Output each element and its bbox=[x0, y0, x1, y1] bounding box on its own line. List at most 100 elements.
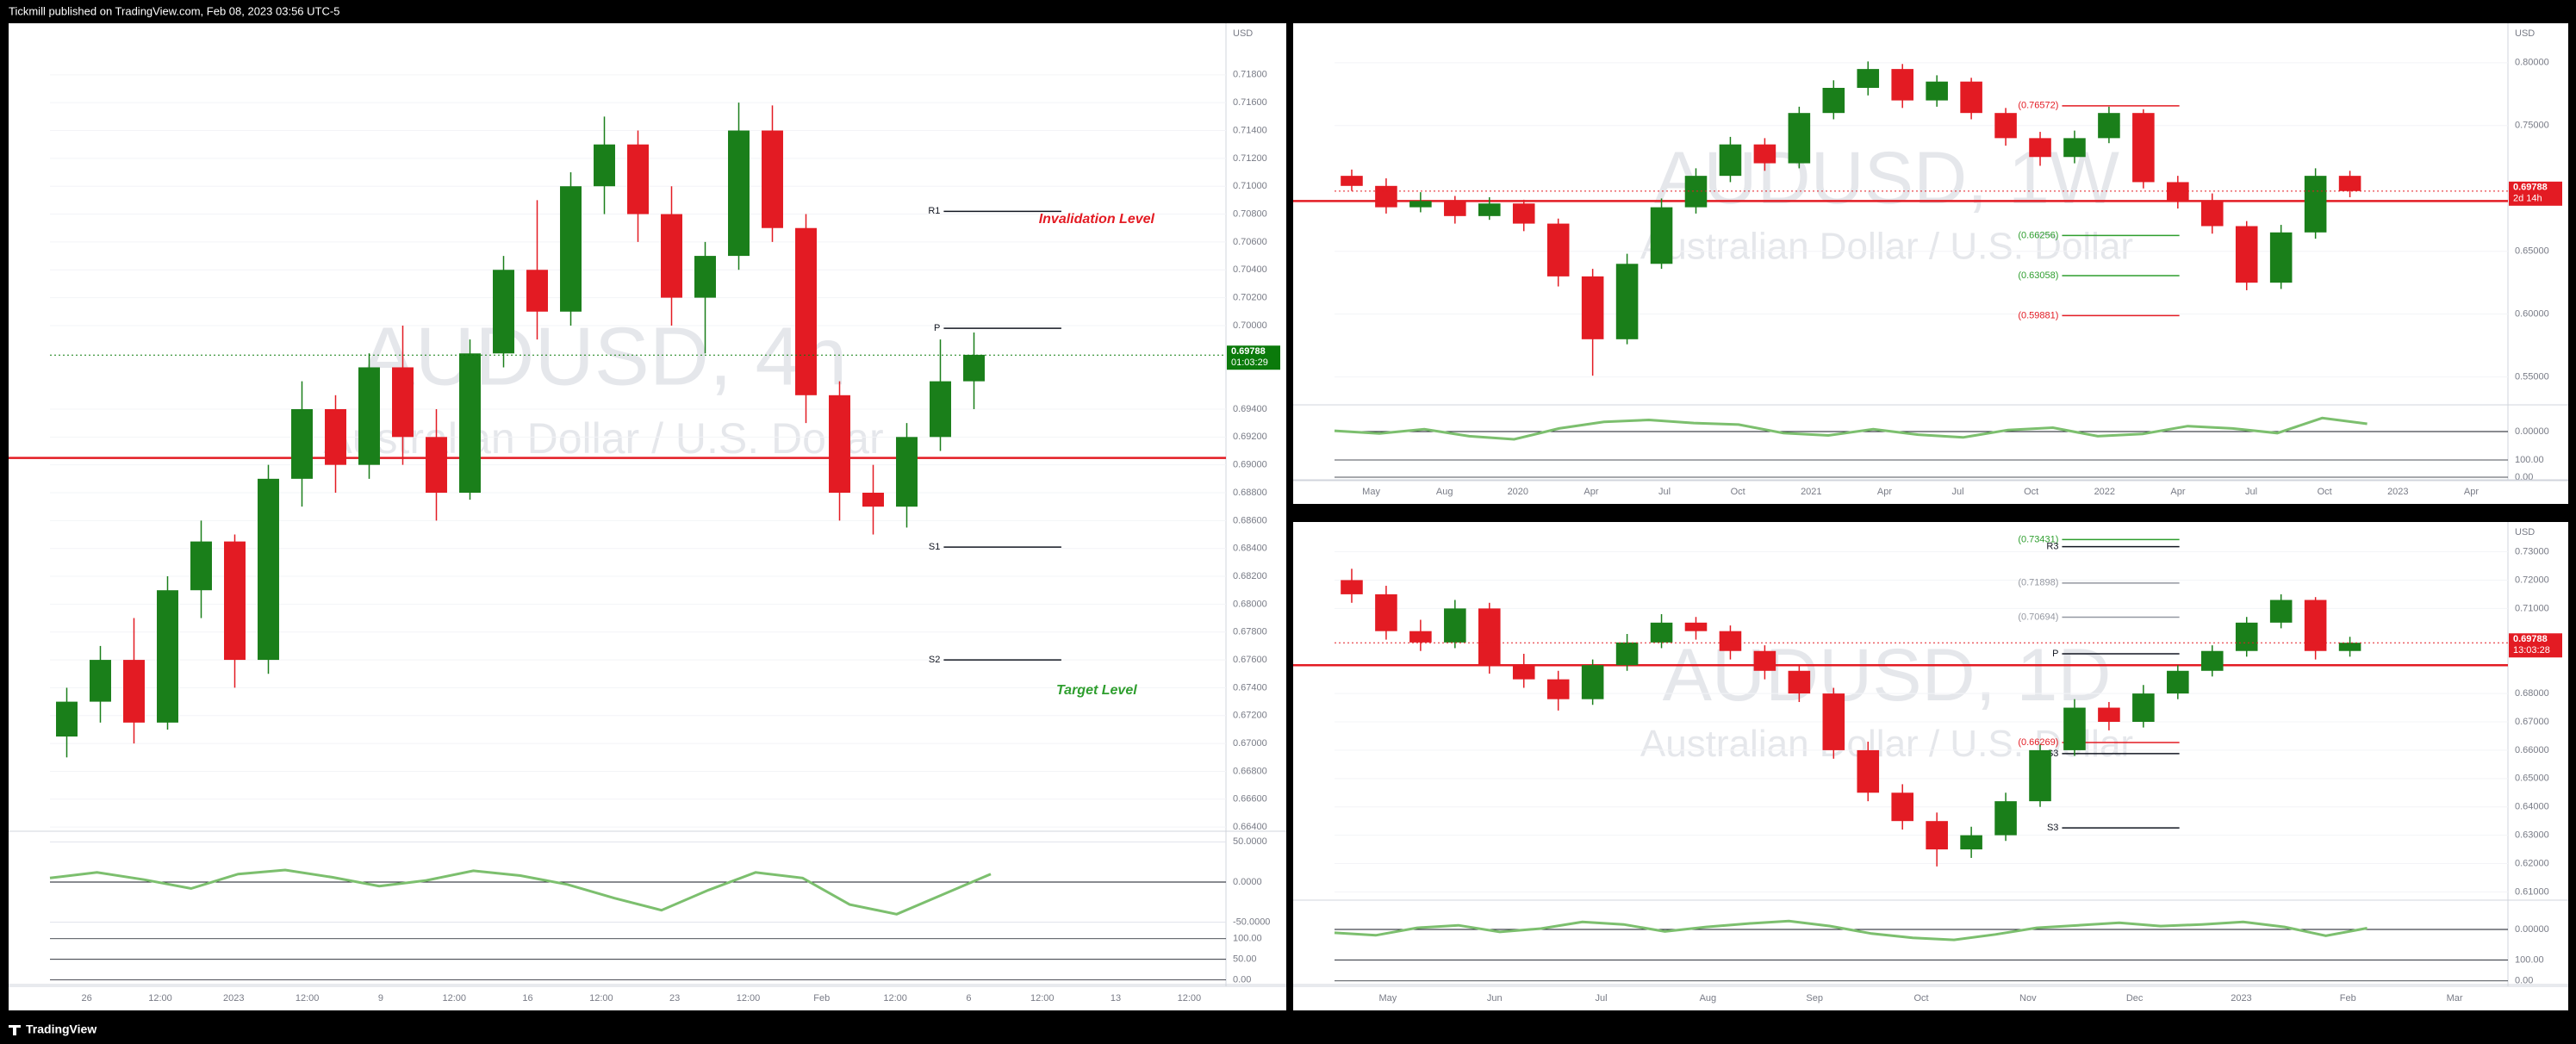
candle-body bbox=[1341, 176, 1363, 186]
candle-body bbox=[157, 590, 178, 723]
price-tick-label: 0.68200 bbox=[1233, 571, 1267, 581]
level-label: (0.66269) bbox=[2018, 737, 2058, 748]
osc-tick-label: 50.0000 bbox=[1233, 836, 1267, 847]
candle-body bbox=[493, 270, 514, 354]
candle-body bbox=[627, 144, 649, 214]
price-tick-label: 0.71800 bbox=[1233, 70, 1267, 80]
price-tick-label: 0.66800 bbox=[1233, 766, 1267, 776]
candle-body bbox=[2132, 693, 2155, 723]
price-tag-countdown: 13:03:28 bbox=[2513, 645, 2550, 656]
price-tick-label: 0.66600 bbox=[1233, 794, 1267, 805]
price-tick-label: 0.75000 bbox=[2515, 121, 2549, 131]
time-tick-label: 2021 bbox=[1801, 487, 1821, 497]
price-tag bbox=[2509, 633, 2562, 658]
price-tick-label: 0.80000 bbox=[2515, 58, 2549, 68]
candle-body bbox=[1478, 608, 1501, 666]
price-tick-label: 0.66400 bbox=[1233, 822, 1267, 832]
candle-body bbox=[1684, 176, 1708, 208]
price-tick-label: 0.68400 bbox=[1233, 544, 1267, 554]
candle-body bbox=[459, 353, 481, 494]
candle-body bbox=[1926, 821, 1948, 850]
candle-body bbox=[2304, 600, 2327, 651]
price-tag bbox=[2509, 181, 2562, 206]
candle-body bbox=[358, 367, 380, 465]
price-tick-label: 0.68000 bbox=[2515, 688, 2549, 699]
panel-background bbox=[1293, 23, 2568, 504]
osc2-tick-label: 100.00 bbox=[1233, 934, 1262, 944]
time-tick-label: Apr bbox=[1584, 487, 1598, 497]
candle-body bbox=[291, 408, 313, 479]
time-tick-label: 12:00 bbox=[148, 993, 172, 1004]
time-tick-label: Feb bbox=[2340, 993, 2356, 1004]
price-tick-label: 0.69200 bbox=[1233, 432, 1267, 442]
candle-body bbox=[1960, 835, 1982, 850]
time-tick-label: 26 bbox=[82, 993, 92, 1004]
price-tick-label: 0.62000 bbox=[2515, 858, 2549, 868]
watermark-description: Australian Dollar / U.S. Dollar bbox=[323, 414, 883, 463]
candle-body bbox=[1581, 276, 1604, 339]
chart-panel: AUDUSD, 4h Australian Dollar / U.S. Dolla… bbox=[9, 23, 1286, 1010]
candle-body bbox=[762, 130, 783, 228]
time-tick-label: 12:00 bbox=[442, 993, 466, 1004]
candle-body bbox=[1375, 185, 1397, 208]
header-title: Tickmill published on TradingView.com, F… bbox=[9, 4, 339, 17]
oscillator-line bbox=[1334, 919, 2368, 941]
price-tag-value: 0.69788 bbox=[2513, 183, 2548, 193]
candle-body bbox=[1546, 679, 1570, 699]
time-tick-label: 23 bbox=[669, 993, 680, 1004]
candle-body bbox=[2200, 650, 2224, 671]
time-tick-label: 12:00 bbox=[883, 993, 907, 1004]
candle-body bbox=[896, 437, 918, 507]
candle-body bbox=[862, 493, 884, 507]
price-tick-label: 0.70800 bbox=[1233, 208, 1267, 219]
time-tick-label: Jul bbox=[1596, 993, 1608, 1004]
annotation: Invalidation Level bbox=[1039, 212, 1155, 227]
price-tick-label: 0.66000 bbox=[2515, 745, 2549, 755]
level-label: R1 bbox=[928, 206, 940, 216]
candle-body bbox=[2029, 749, 2051, 802]
time-tick-label: 2023 bbox=[2387, 487, 2408, 497]
price-tick-label: 0.64000 bbox=[2515, 802, 2549, 812]
candle-body bbox=[2338, 643, 2361, 651]
candle-body bbox=[2304, 176, 2327, 233]
candle-body bbox=[1753, 144, 1776, 164]
osc2-tick-label: 0.00 bbox=[2515, 976, 2533, 986]
candle-body bbox=[1857, 749, 1880, 793]
candle-body bbox=[1891, 792, 1913, 822]
watermark-symbol: AUDUSD, 4h bbox=[360, 310, 848, 402]
candle-body bbox=[1926, 81, 1948, 101]
time-tick-label: 2022 bbox=[2094, 487, 2115, 497]
candle-body bbox=[1994, 801, 2017, 836]
candle-body bbox=[829, 395, 850, 494]
candle-body bbox=[90, 660, 111, 702]
price-tick-label: 0.72000 bbox=[2515, 575, 2549, 585]
osc2-tick-label: 0.00 bbox=[1233, 975, 1251, 985]
candle-body bbox=[930, 381, 951, 438]
panel-background bbox=[1293, 522, 2568, 1010]
price-tick-label: 0.68800 bbox=[1233, 488, 1267, 498]
price-tick-label: 0.68000 bbox=[1233, 599, 1267, 609]
footer-brand: TradingView bbox=[26, 1022, 96, 1036]
price-tick-label: 0.67000 bbox=[1233, 738, 1267, 749]
currency-label: USD bbox=[2515, 527, 2535, 538]
time-tick-label: 12:00 bbox=[737, 993, 761, 1004]
annotation: Target Level bbox=[1056, 683, 1137, 698]
osc2-tick-label: 50.00 bbox=[1233, 954, 1257, 965]
price-tick-label: 0.69000 bbox=[1233, 460, 1267, 470]
candle-body bbox=[795, 227, 817, 395]
osc2-tick-label: 0.00 bbox=[2515, 472, 2533, 482]
currency-label: USD bbox=[1233, 28, 1253, 39]
candle-body bbox=[56, 701, 78, 737]
price-tick-label: 0.60000 bbox=[2515, 309, 2549, 320]
candle-body bbox=[1512, 203, 1535, 224]
candle-body bbox=[1650, 207, 1673, 264]
candle-body bbox=[2235, 622, 2258, 651]
level-label: (0.76572) bbox=[2018, 101, 2058, 111]
price-tick-label: 0.71600 bbox=[1233, 97, 1267, 108]
time-tick-label: Sep bbox=[1806, 993, 1823, 1004]
osc-tick-label: 0.00000 bbox=[2515, 924, 2549, 935]
time-tick-label: Apr bbox=[1877, 487, 1892, 497]
price-tag-value: 0.69788 bbox=[1231, 346, 1266, 357]
